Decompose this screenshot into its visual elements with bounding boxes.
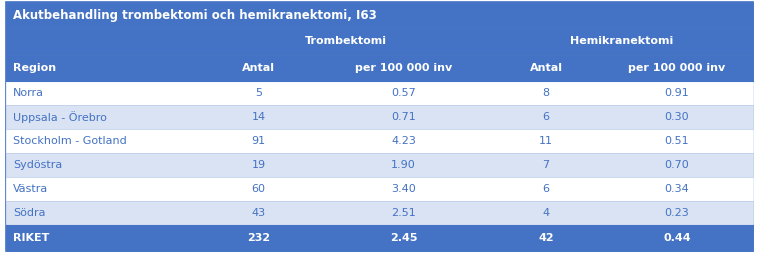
Text: Akutbehandling trombektomi och hemikranektomi, I63: Akutbehandling trombektomi och hemikrane… xyxy=(13,8,376,21)
Text: 6: 6 xyxy=(543,112,550,122)
Bar xyxy=(6,55,753,81)
Text: 7: 7 xyxy=(543,160,550,170)
Text: 4: 4 xyxy=(543,208,550,218)
Text: 42: 42 xyxy=(538,233,554,243)
Text: 8: 8 xyxy=(543,88,550,98)
Bar xyxy=(6,225,753,251)
Text: 232: 232 xyxy=(247,233,270,243)
Bar xyxy=(6,177,753,201)
Text: 91: 91 xyxy=(251,136,266,146)
Text: per 100 000 inv: per 100 000 inv xyxy=(355,63,452,73)
Text: 0.23: 0.23 xyxy=(665,208,689,218)
Text: Trombektomi: Trombektomi xyxy=(305,37,387,46)
Text: 0.71: 0.71 xyxy=(391,112,416,122)
Bar xyxy=(6,201,753,225)
Bar xyxy=(6,105,753,129)
Text: 3.40: 3.40 xyxy=(391,184,416,194)
Text: 1.90: 1.90 xyxy=(391,160,416,170)
Text: 43: 43 xyxy=(251,208,266,218)
Bar xyxy=(6,153,753,177)
Text: 0.70: 0.70 xyxy=(665,160,689,170)
Text: 2.51: 2.51 xyxy=(391,208,416,218)
Text: 4.23: 4.23 xyxy=(391,136,416,146)
Text: 14: 14 xyxy=(251,112,266,122)
Text: Sydöstra: Sydöstra xyxy=(13,160,62,170)
Bar xyxy=(6,129,753,153)
Text: 0.44: 0.44 xyxy=(663,233,691,243)
Bar xyxy=(6,2,753,28)
Text: Antal: Antal xyxy=(242,63,275,73)
Text: 19: 19 xyxy=(251,160,266,170)
Text: 0.34: 0.34 xyxy=(665,184,689,194)
Text: Antal: Antal xyxy=(530,63,562,73)
Bar xyxy=(6,81,753,105)
Text: 0.51: 0.51 xyxy=(665,136,689,146)
Text: 0.30: 0.30 xyxy=(665,112,689,122)
Text: Norra: Norra xyxy=(13,88,44,98)
Text: Region: Region xyxy=(13,63,56,73)
Text: 0.57: 0.57 xyxy=(391,88,416,98)
Text: RIKET: RIKET xyxy=(13,233,49,243)
Text: Hemikranektomi: Hemikranektomi xyxy=(570,37,674,46)
Text: 0.91: 0.91 xyxy=(665,88,689,98)
Text: 11: 11 xyxy=(539,136,553,146)
Text: Västra: Västra xyxy=(13,184,49,194)
Text: Södra: Södra xyxy=(13,208,46,218)
Text: 2.45: 2.45 xyxy=(390,233,417,243)
Bar xyxy=(6,28,753,55)
Text: Uppsala - Örebro: Uppsala - Örebro xyxy=(13,111,107,123)
Text: 60: 60 xyxy=(251,184,266,194)
Text: 6: 6 xyxy=(543,184,550,194)
Text: 5: 5 xyxy=(255,88,262,98)
Text: Stockholm - Gotland: Stockholm - Gotland xyxy=(13,136,127,146)
Text: per 100 000 inv: per 100 000 inv xyxy=(628,63,726,73)
